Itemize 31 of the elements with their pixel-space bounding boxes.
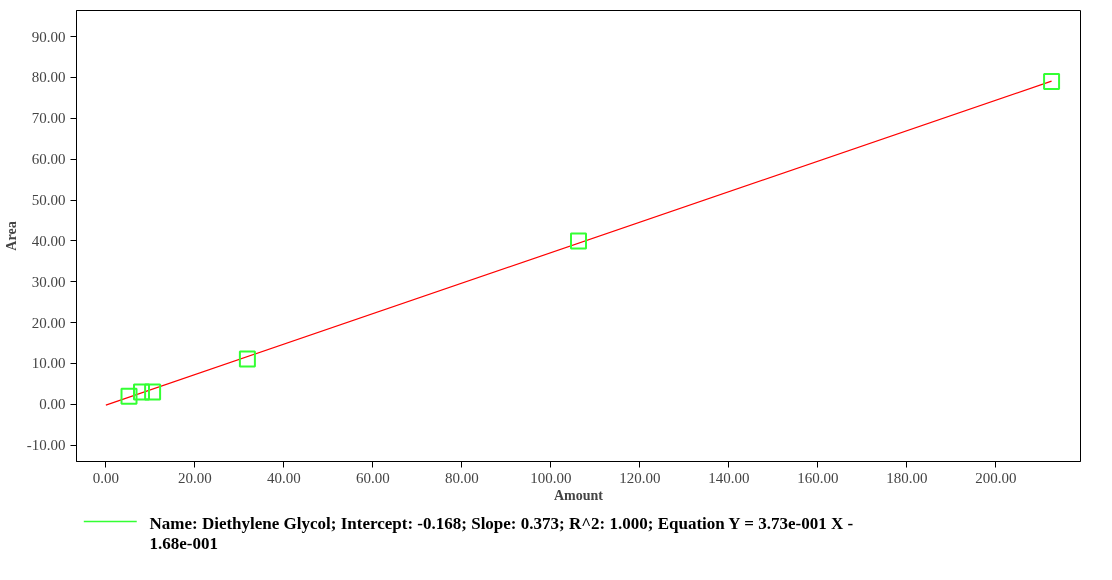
x-tick-label: 180.00 <box>886 469 928 486</box>
point <box>120 387 138 405</box>
x-tick-label: 200.00 <box>975 469 1017 486</box>
x-tick-label: 100.00 <box>530 469 572 486</box>
x-tick-label: 20.00 <box>178 469 212 486</box>
point <box>132 383 150 401</box>
x-tick-label: 120.00 <box>619 469 661 486</box>
x-tick-label: 140.00 <box>708 469 750 486</box>
x-tick-label: 60.00 <box>356 469 390 486</box>
point <box>1043 73 1061 91</box>
point <box>238 350 256 368</box>
x-axis-title: Amount <box>554 487 604 503</box>
x-tick-label: 80.00 <box>445 469 479 486</box>
y-tick-label: 70.00 <box>31 110 66 127</box>
point <box>144 383 162 401</box>
y-tick-label: 0.00 <box>39 396 66 413</box>
y-tick-label: 10.00 <box>31 355 66 372</box>
y-tick-label: 60.00 <box>31 151 66 168</box>
point <box>570 232 587 250</box>
x-tick-label: 160.00 <box>797 469 839 486</box>
y-axis-title: Area <box>3 221 19 251</box>
y-tick-label: 80.00 <box>31 69 66 86</box>
legend-label: Name: Diethylene Glycol; Intercept: -0.168; Slope: 0.373; R^2: 1.000; Equation Y = 3.73e-001 X - 1.68e-001 <box>149 513 854 554</box>
y-tick-label: 40.00 <box>31 232 66 249</box>
y-tick-label: -10.00 <box>26 437 66 454</box>
y-tick-label: 50.00 <box>31 192 66 209</box>
x-tick-label: 40.00 <box>267 469 301 486</box>
x-tick-label: 0.00 <box>92 469 119 486</box>
y-tick-label: 90.00 <box>31 28 66 45</box>
y-tick-label: 30.00 <box>31 273 66 290</box>
y-tick-label: 20.00 <box>31 314 66 331</box>
